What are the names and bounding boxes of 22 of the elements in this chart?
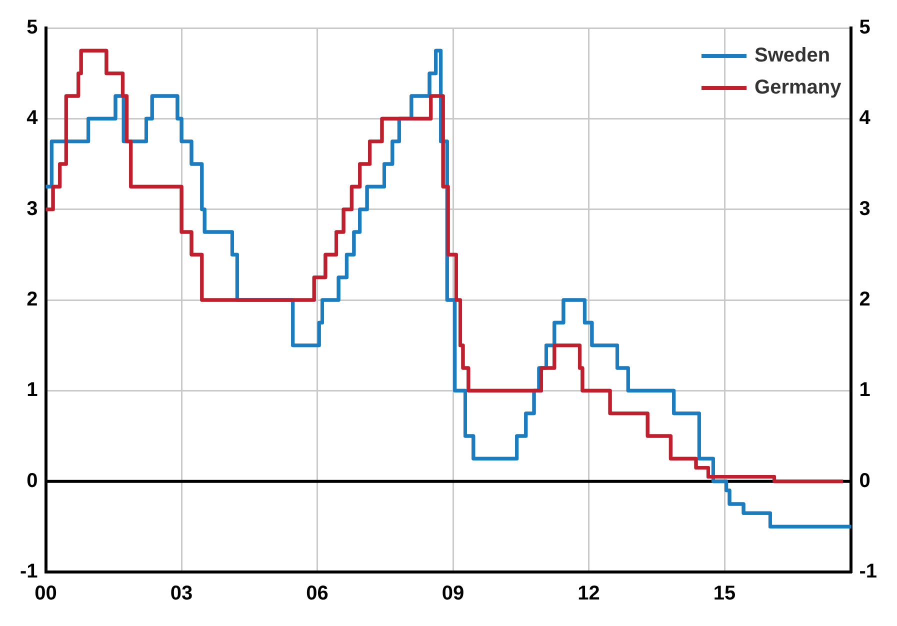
x-tick-label: 15 — [713, 582, 736, 605]
y-tick-label: 4 — [26, 107, 39, 130]
y-tick-label: 3 — [26, 198, 38, 220]
x-tick-label: 00 — [34, 582, 57, 605]
x-tick-label: 03 — [170, 582, 193, 605]
y-tick-label: 5 — [26, 16, 38, 39]
legend-label: Germany — [754, 76, 842, 99]
y2-tick-label: -1 — [859, 560, 878, 583]
y-tick-label: -1 — [20, 560, 38, 583]
y-tick-label: 1 — [26, 379, 38, 402]
y-tick-label: 2 — [26, 288, 38, 311]
y2-tick-label: 2 — [859, 288, 870, 311]
legend-label: Sweden — [754, 44, 830, 67]
x-tick-label: 12 — [578, 582, 600, 605]
y2-tick-label: 4 — [859, 107, 872, 130]
y2-tick-label: 5 — [859, 16, 870, 39]
y2-tick-label: 1 — [859, 379, 870, 402]
y-tick-label: 0 — [26, 470, 38, 492]
x-tick-label: 06 — [306, 582, 328, 605]
y2-tick-label: 3 — [859, 198, 870, 220]
x-tick-label: 09 — [442, 582, 464, 605]
y2-tick-label: 0 — [859, 470, 870, 492]
